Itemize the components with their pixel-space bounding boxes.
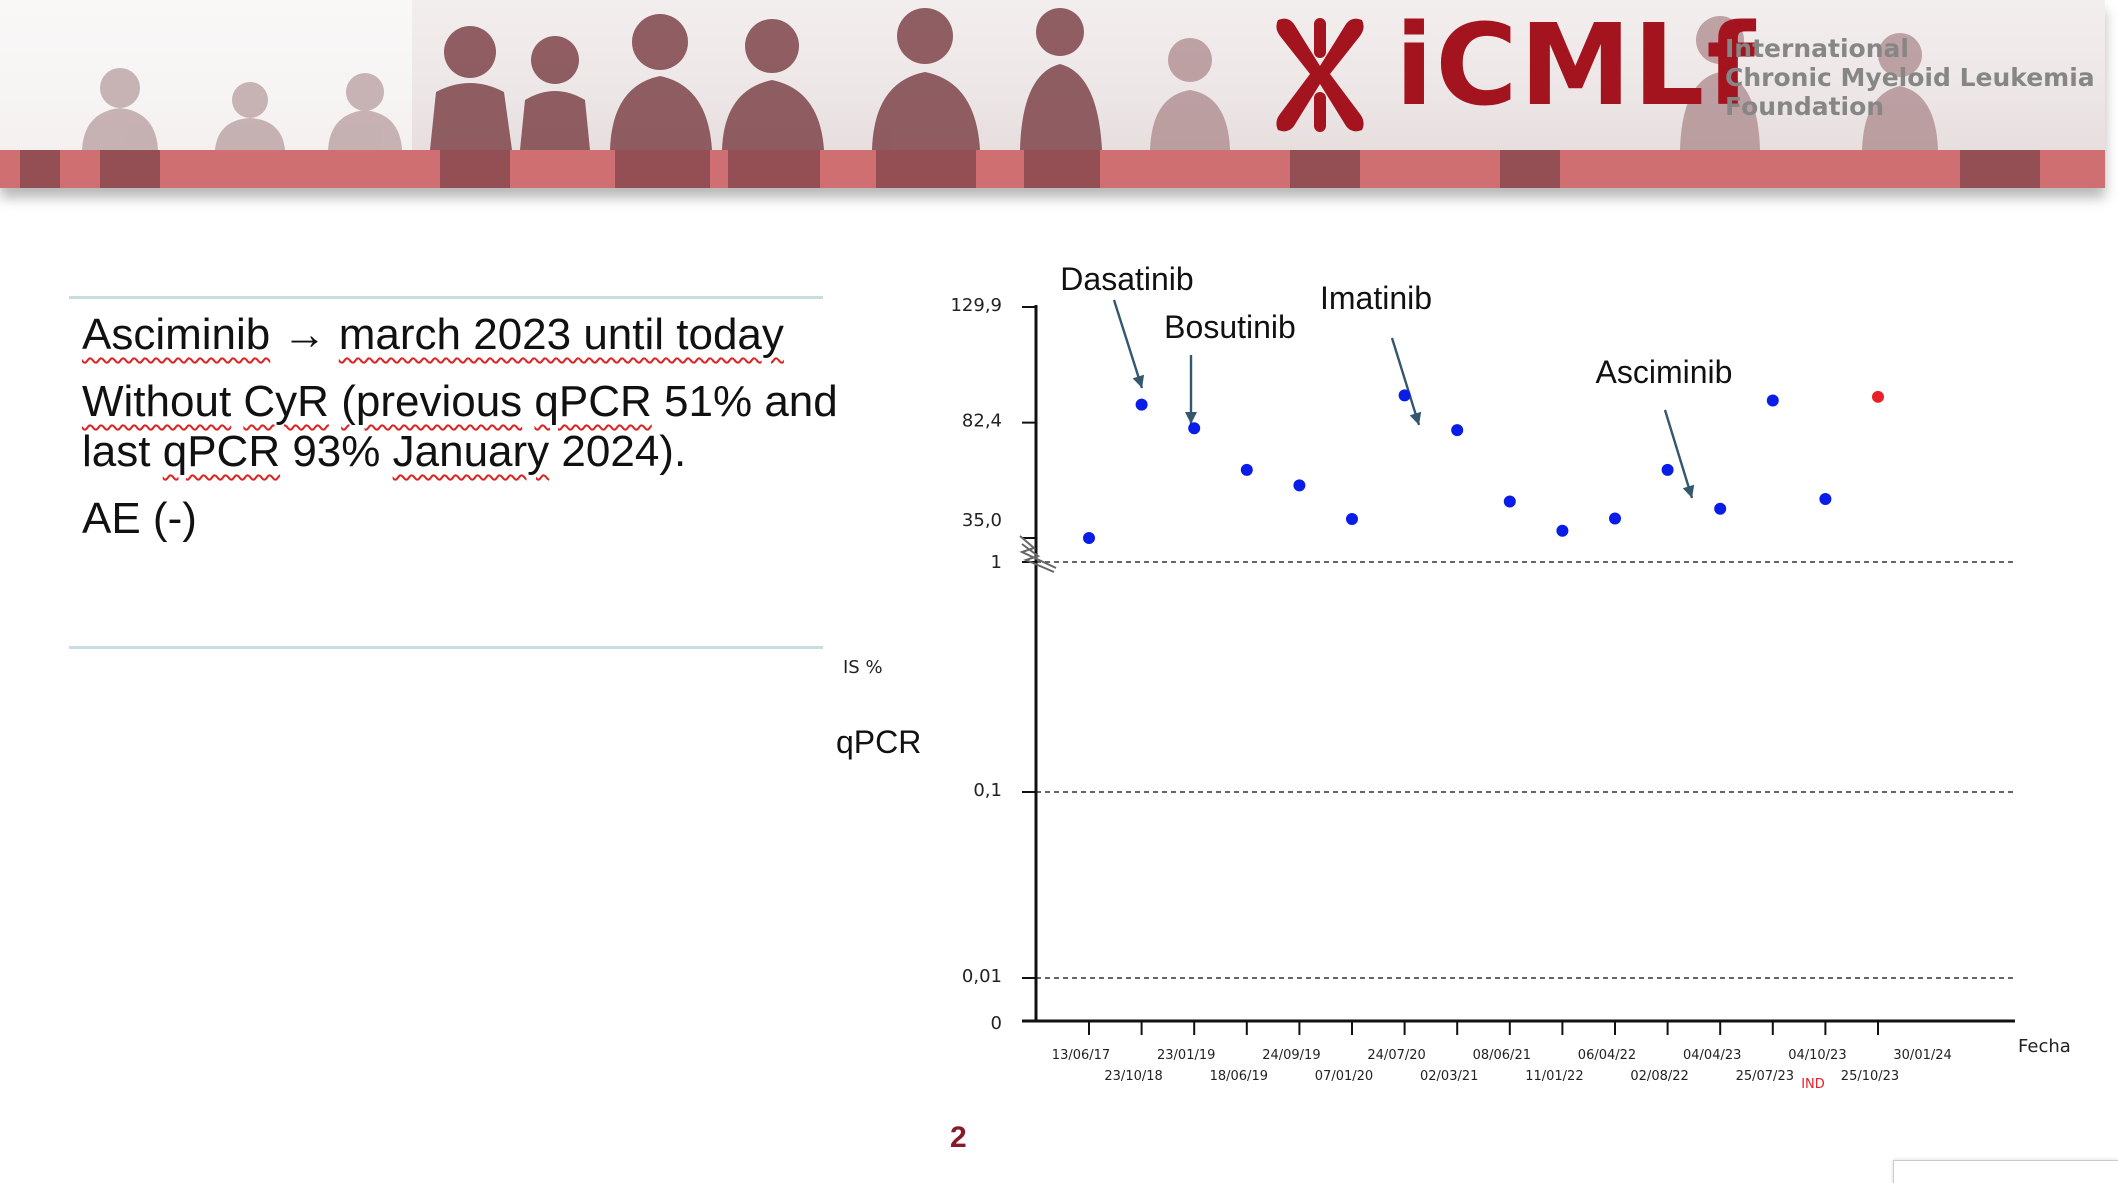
y-axis-unit-label: IS % — [843, 657, 883, 678]
data-point — [1293, 479, 1306, 492]
people-silhouettes-image — [20, 8, 2040, 188]
annotation-arrow-line — [1112, 299, 1144, 389]
x-tick-label: 08/06/21 — [1473, 1048, 1531, 1063]
data-point — [1766, 394, 1779, 407]
annotation-arrow-line — [1390, 337, 1421, 426]
arrowhead-icon — [1409, 411, 1422, 425]
data-point — [1714, 502, 1727, 515]
org-name-line: Foundation — [1725, 92, 1885, 121]
x-tick-label: 11/01/22 — [1525, 1069, 1583, 1084]
word: 51% — [664, 377, 753, 426]
drug-word: Asciminib — [82, 310, 271, 359]
x-tick-label: 23/01/19 — [1157, 1048, 1215, 1063]
y-tick-label: 129,9 — [950, 295, 1002, 316]
word: 93% — [292, 427, 381, 476]
y-tick-label: 0 — [991, 1013, 1002, 1034]
logo-text: iCMLf — [1395, 1, 1758, 131]
x-tick-label: 24/07/20 — [1367, 1048, 1425, 1063]
data-point — [1188, 422, 1201, 435]
x-tick-label: 25/07/23 — [1736, 1069, 1794, 1084]
word: CyR — [243, 377, 329, 426]
x-tick-label: 18/06/19 — [1210, 1069, 1268, 1084]
data-point — [1135, 398, 1148, 411]
data-point — [1661, 463, 1674, 476]
y-tick-label: 35,0 — [962, 510, 1002, 531]
word: qPCR — [534, 377, 652, 426]
x-axis-labels: 13/06/17 23/01/19 24/09/19 24/07/20 08/06/21… — [1052, 1036, 2071, 1092]
arrowhead-icon — [1185, 412, 1197, 424]
word: qPCR — [162, 427, 281, 476]
chart-axes — [1019, 305, 2015, 1035]
drug-annotation: Bosutinib — [1164, 309, 1296, 345]
corner-thumbnail — [1893, 1160, 2118, 1183]
org-name: International Chronic Myeloid Leukemia F… — [1725, 34, 2095, 121]
drug-annotation: Asciminib — [1596, 354, 1733, 390]
data-point — [1083, 532, 1095, 544]
arrowhead-icon — [1682, 484, 1695, 498]
y-axis-labels: 0 0,01 0,1 1 35,0 82,4 129,9 IS % qPCR — [836, 295, 1002, 1034]
annotation-arrows: Dasatinib Bosutinib Imatinib Asciminib — [1060, 261, 1733, 499]
org-name-line: International — [1725, 34, 1909, 63]
y-tick-label: 82,4 — [962, 411, 1002, 432]
x-axis-title: Fecha — [2018, 1036, 2071, 1057]
y-axis-title: qPCR — [836, 724, 921, 760]
data-point — [1819, 493, 1832, 506]
word: (previous — [341, 377, 523, 426]
case-summary-text: Asciminib → march 2023 until today Witho… — [82, 310, 842, 544]
data-point — [1240, 463, 1253, 476]
x-tick-label: 23/10/18 — [1104, 1069, 1162, 1084]
word: 2024). — [561, 427, 687, 476]
data-point — [1609, 512, 1621, 525]
y-tick-label: 0,01 — [962, 966, 1002, 987]
y-tick-label: 0,1 — [973, 780, 1002, 801]
header-banner: iCMLf International Chronic Myeloid Leuk… — [0, 0, 2105, 188]
annotation-arrow-line — [1663, 409, 1694, 499]
page-number: 2 — [950, 1121, 967, 1154]
data-point — [1398, 389, 1411, 402]
y-tick-label: 1 — [991, 552, 1002, 573]
bottom-divider — [69, 646, 823, 649]
top-divider — [69, 296, 823, 299]
adverse-events-line: AE (-) — [82, 494, 197, 543]
data-point — [1556, 524, 1569, 537]
chart-gridlines — [1036, 561, 2015, 979]
word: Without — [82, 377, 232, 426]
x-tick-label: 06/04/22 — [1578, 1048, 1636, 1063]
arrow-right-icon: → — [282, 310, 327, 359]
data-point — [1872, 390, 1884, 403]
response-line: Without CyR (previous qPCR 51% and last … — [82, 377, 842, 477]
arrowhead-icon — [1132, 374, 1145, 388]
x-tick-label: 25/10/23 — [1841, 1069, 1899, 1084]
data-points — [1083, 389, 1884, 544]
chromosome-logo-icon — [1276, 18, 1364, 132]
word: and last — [82, 377, 838, 476]
data-point — [1503, 495, 1516, 508]
x-tick-label: 13/06/17 — [1052, 1048, 1110, 1063]
data-point — [1451, 424, 1464, 437]
word: January — [392, 427, 550, 476]
x-tick-label: 30/01/24 — [1893, 1048, 1951, 1063]
drug-annotation: Dasatinib — [1060, 261, 1193, 297]
ind-label: IND — [1801, 1077, 1825, 1092]
x-tick-label: 02/03/21 — [1420, 1069, 1478, 1084]
treatment-line: Asciminib → march 2023 until today — [82, 310, 842, 360]
x-tick-label: 04/04/23 — [1683, 1048, 1741, 1063]
org-name-line: Chronic Myeloid Leukemia — [1725, 63, 2095, 92]
drug-annotation: Imatinib — [1320, 280, 1432, 316]
treatment-period: march 2023 until today — [338, 310, 784, 359]
data-point — [1346, 513, 1358, 526]
x-tick-label: 24/09/19 — [1262, 1048, 1320, 1063]
x-tick-label: 02/08/22 — [1630, 1069, 1688, 1084]
x-tick-label: 04/10/23 — [1788, 1048, 1846, 1063]
axis-break-icon — [1019, 535, 1057, 573]
x-tick-label: 07/01/20 — [1315, 1069, 1373, 1084]
